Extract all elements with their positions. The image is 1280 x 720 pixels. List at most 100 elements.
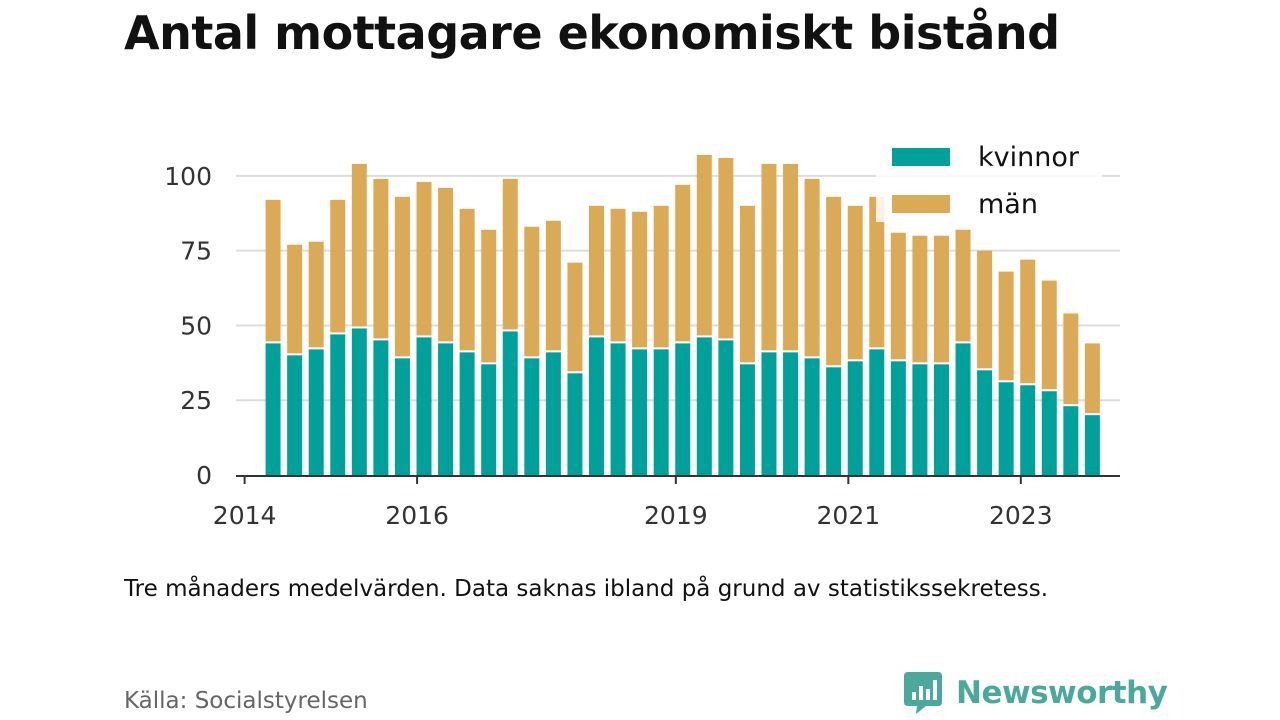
bar-man	[998, 271, 1014, 381]
bar-kvinnor	[761, 352, 777, 475]
bar-kvinnor	[1020, 385, 1036, 475]
bar-man	[567, 262, 583, 372]
bar-kvinnor	[804, 358, 820, 475]
bar-man	[933, 235, 949, 363]
chart-note: Tre månaders medelvärden. Data saknas ib…	[124, 576, 1049, 602]
legend-label: män	[978, 189, 1038, 220]
bar-kvinnor	[308, 349, 324, 475]
bar-kvinnor	[459, 352, 475, 475]
bar-man	[481, 229, 497, 363]
bar-kvinnor	[373, 340, 389, 475]
bar-man	[524, 226, 540, 357]
bar-man	[502, 178, 518, 330]
bar-man	[977, 250, 993, 369]
bar-kvinnor	[610, 343, 626, 475]
y-tick-label: 0	[196, 461, 212, 490]
x-tick-label: 2023	[989, 501, 1053, 530]
bar-man	[890, 232, 906, 360]
bar-man	[869, 196, 885, 348]
bar-man	[588, 205, 604, 336]
x-tick-label: 2021	[817, 501, 881, 530]
bar-kvinnor	[783, 352, 799, 475]
legend-swatch-kvinnor	[892, 148, 950, 166]
brand-logo: Newsworthy	[902, 670, 1168, 716]
bar-man	[438, 187, 454, 342]
bar-man	[826, 196, 842, 366]
bar-man	[394, 196, 410, 357]
bar-kvinnor	[912, 364, 928, 475]
bar-kvinnor	[351, 328, 367, 475]
y-tick-label: 75	[180, 237, 212, 266]
x-tick-label: 2016	[385, 501, 449, 530]
bar-kvinnor	[1063, 406, 1079, 475]
bar-man	[739, 205, 755, 363]
bar-kvinnor	[955, 343, 971, 475]
bar-kvinnor	[632, 349, 648, 475]
legend: kvinnor män	[876, 136, 1102, 222]
axes: 0 25 50 75 100 2014 2016 2019 2021 2023	[164, 162, 1120, 530]
bar-man	[955, 229, 971, 342]
newsworthy-logo-icon	[904, 672, 942, 714]
bar-kvinnor	[330, 334, 346, 475]
bar-man	[459, 208, 475, 351]
bar-kvinnor	[826, 367, 842, 475]
bar-man	[1041, 280, 1057, 390]
bar-man	[373, 178, 389, 339]
bar-kvinnor	[502, 331, 518, 475]
x-tick-label: 2019	[644, 501, 708, 530]
bar-kvinnor	[869, 349, 885, 475]
bar-kvinnor	[933, 364, 949, 475]
x-tick-label: 2014	[213, 501, 277, 530]
bar-kvinnor	[847, 361, 863, 475]
bar-kvinnor	[1084, 415, 1100, 475]
bar-kvinnor	[696, 337, 712, 475]
bar-man	[804, 178, 820, 357]
legend-label: kvinnor	[978, 142, 1080, 173]
bar-kvinnor	[524, 358, 540, 475]
bar-kvinnor	[481, 364, 497, 475]
bar-kvinnor	[739, 364, 755, 475]
bar-kvinnor	[567, 373, 583, 475]
y-tick-label: 50	[180, 311, 212, 340]
bar-kvinnor	[394, 358, 410, 475]
bar-man	[761, 163, 777, 351]
bar-man	[632, 211, 648, 348]
chart-title: Antal mottagare ekonomiskt bistånd	[124, 6, 1060, 60]
bar-man	[351, 163, 367, 327]
bar-kvinnor	[438, 343, 454, 475]
bar-kvinnor	[998, 382, 1014, 475]
bars	[265, 154, 1100, 475]
bar-man	[416, 181, 432, 336]
bar-kvinnor	[588, 337, 604, 475]
source-credit: Källa: Socialstyrelsen	[124, 688, 368, 714]
bar-kvinnor	[545, 352, 561, 475]
bar-kvinnor	[718, 340, 734, 475]
bar-kvinnor	[1041, 391, 1057, 475]
bar-kvinnor	[977, 370, 993, 475]
bar-kvinnor	[265, 343, 281, 475]
bar-man	[718, 157, 734, 339]
bar-man	[610, 208, 626, 342]
bar-kvinnor	[890, 361, 906, 475]
legend-swatch-man	[892, 195, 950, 213]
bar-man	[847, 205, 863, 360]
brand-name: Newsworthy	[956, 675, 1168, 711]
bar-man	[1020, 259, 1036, 384]
bar-man	[545, 220, 561, 351]
bar-man	[287, 244, 303, 354]
bar-man	[653, 205, 669, 348]
bar-man	[330, 199, 346, 333]
y-tick-label: 100	[164, 162, 212, 191]
bar-man	[783, 163, 799, 351]
bar-kvinnor	[287, 355, 303, 475]
bar-kvinnor	[416, 337, 432, 475]
bar-man	[696, 154, 712, 336]
bar-man	[912, 235, 928, 363]
bar-kvinnor	[675, 343, 691, 475]
bar-man	[1063, 313, 1079, 405]
bar-man	[675, 184, 691, 342]
bar-man	[308, 241, 324, 348]
bar-kvinnor	[653, 349, 669, 475]
y-tick-label: 25	[180, 386, 212, 415]
